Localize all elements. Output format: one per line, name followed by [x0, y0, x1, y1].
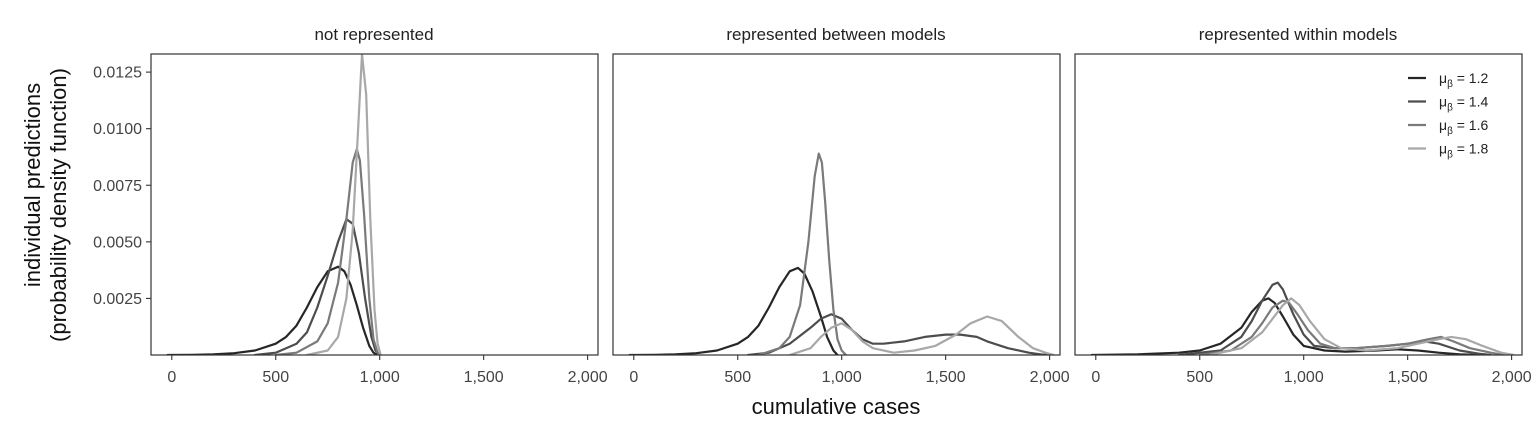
series-line-mu12 — [166, 265, 379, 355]
y-tick-label: 0.0100 — [93, 121, 142, 138]
series-line-mu16 — [274, 148, 381, 355]
x-tick-label: 2,000 — [1492, 369, 1532, 386]
panel-curves — [1090, 281, 1515, 355]
panel-title-2: represented between models — [726, 25, 945, 44]
series-line-mu12 — [1090, 297, 1482, 355]
series-line-mu14 — [747, 313, 1051, 355]
x-tick-label: 1,000 — [822, 369, 862, 386]
x-tick-label: 1,500 — [464, 369, 504, 386]
panel-curves — [628, 152, 1055, 355]
panel-represented-between-models: 0 500 1,000 1,500 2,000 — [612, 53, 1070, 386]
y-tick-label: 0.0125 — [93, 65, 142, 82]
x-tick-label: 1,500 — [926, 369, 966, 386]
series-line-mu16 — [1198, 299, 1505, 355]
panel-border — [150, 53, 599, 356]
x-tick-label: 2,000 — [568, 369, 608, 386]
y-axis-title-line1: individual predictions — [20, 83, 45, 287]
x-tick-label: 500 — [724, 369, 751, 386]
legend-label-mu14: μβ = 1.4 — [1439, 94, 1488, 114]
panel-border — [612, 53, 1061, 356]
series-line-mu14 — [253, 218, 381, 355]
panel-border — [1074, 53, 1523, 356]
series-line-mu18 — [788, 315, 1055, 355]
series-line-mu18 — [1209, 297, 1515, 355]
panel-title-1: not represented — [314, 25, 433, 44]
x-tick-label: 0 — [1091, 369, 1100, 386]
y-tick-label: 0.0025 — [93, 291, 142, 308]
y-axis: 0.0025 0.0050 0.0075 0.0100 0.0125 — [93, 65, 151, 308]
x-tick-label: 0 — [167, 369, 176, 386]
series-line-mu12 — [628, 266, 839, 355]
x-axis-title: cumulative cases — [752, 394, 921, 419]
x-tick-label: 1,500 — [1388, 369, 1428, 386]
series-line-mu14 — [1177, 281, 1492, 355]
x-tick-label: 0 — [629, 369, 638, 386]
panel-title-3: represented within models — [1199, 25, 1397, 44]
series-line-mu18 — [305, 54, 382, 355]
legend-label-mu18: μβ = 1.8 — [1439, 141, 1488, 161]
legend: μβ = 1.2 μβ = 1.4 μβ = 1.6 μβ = 1.8 — [1400, 62, 1512, 161]
x-tick-label: 500 — [1186, 369, 1213, 386]
legend-label-mu16: μβ = 1.6 — [1439, 117, 1488, 137]
x-tick-label: 1,000 — [360, 369, 400, 386]
panel-not-represented: 0 500 1,000 1,500 2,000 — [150, 53, 608, 386]
series-line-mu16 — [757, 152, 847, 355]
panel-curves — [166, 54, 382, 355]
y-tick-label: 0.0075 — [93, 178, 142, 195]
x-tick-label: 2,000 — [1030, 369, 1070, 386]
legend-label-mu12: μβ = 1.2 — [1439, 70, 1488, 90]
x-tick-label: 1,000 — [1284, 369, 1324, 386]
y-axis-title-line2: (probability density function) — [46, 68, 71, 342]
x-tick-label: 500 — [262, 369, 289, 386]
y-tick-label: 0.0050 — [93, 234, 142, 251]
panel-represented-within-models: 0 500 1,000 1,500 2,000 — [1074, 53, 1532, 386]
